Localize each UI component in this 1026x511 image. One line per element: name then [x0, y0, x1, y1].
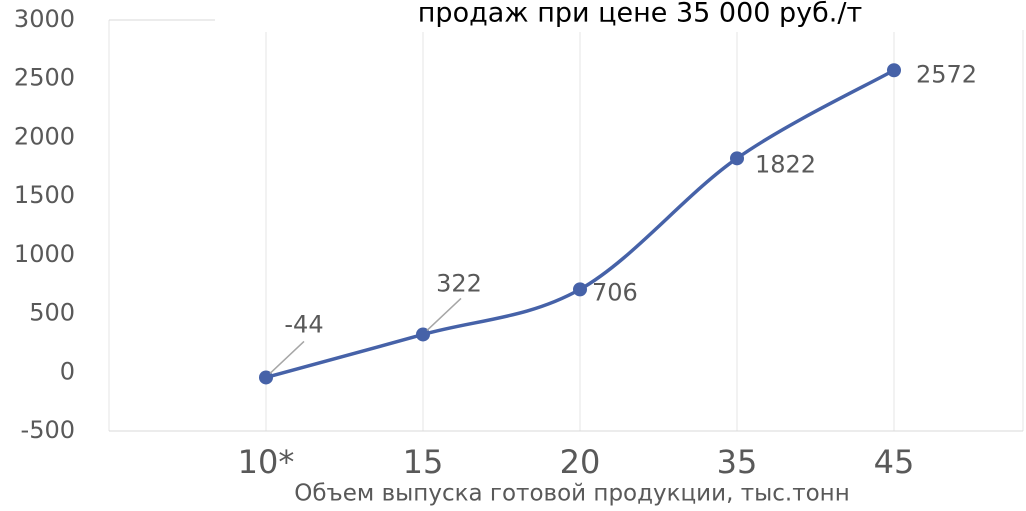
x-axis-title: Объем выпуска готовой продукции, тыс.тон… [294, 481, 850, 507]
chart-title: продаж при цене 35 000 руб./т [418, 0, 862, 29]
x-tick-label: 35 [717, 443, 758, 481]
y-tick-label: 500 [29, 299, 75, 327]
data-point [573, 282, 587, 297]
data-point [259, 370, 273, 385]
data-label: 1822 [755, 150, 816, 178]
x-tick-label: 45 [874, 443, 915, 481]
data-label: 322 [436, 269, 482, 297]
data-label: -44 [284, 310, 323, 338]
x-tick-label: 10* [238, 443, 295, 481]
x-tick-label: 15 [403, 443, 444, 481]
title-background [215, 0, 1026, 30]
data-label: 2572 [916, 60, 977, 88]
y-tick-label: 2500 [14, 64, 75, 92]
y-tick-label: 3000 [14, 5, 75, 33]
y-tick-label: 1500 [14, 181, 75, 209]
y-tick-label: 1000 [14, 240, 75, 268]
data-point [730, 151, 744, 166]
x-tick-label: 20 [560, 443, 601, 481]
leader-line [269, 340, 305, 374]
leader-line [426, 297, 462, 332]
y-tick-label: 0 [60, 357, 75, 385]
data-point [887, 63, 901, 78]
data-label: 706 [592, 278, 638, 306]
y-tick-label: 2000 [14, 122, 75, 150]
data-point [416, 327, 430, 342]
y-tick-label: -500 [21, 416, 75, 444]
